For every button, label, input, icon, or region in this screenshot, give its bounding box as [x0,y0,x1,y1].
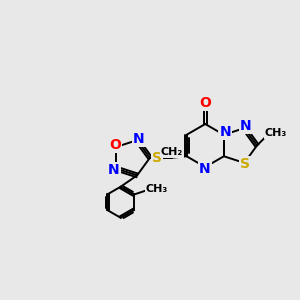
Text: N: N [240,119,252,133]
Text: CH₃: CH₃ [146,184,168,194]
Text: S: S [152,151,162,165]
Text: N: N [199,161,211,176]
Text: S: S [240,158,250,171]
Text: N: N [220,125,231,140]
Text: CH₃: CH₃ [265,128,287,139]
Text: O: O [109,138,121,152]
Text: N: N [133,132,144,146]
Text: O: O [199,95,211,110]
Text: N: N [108,163,120,177]
Text: CH₂: CH₂ [160,147,183,158]
